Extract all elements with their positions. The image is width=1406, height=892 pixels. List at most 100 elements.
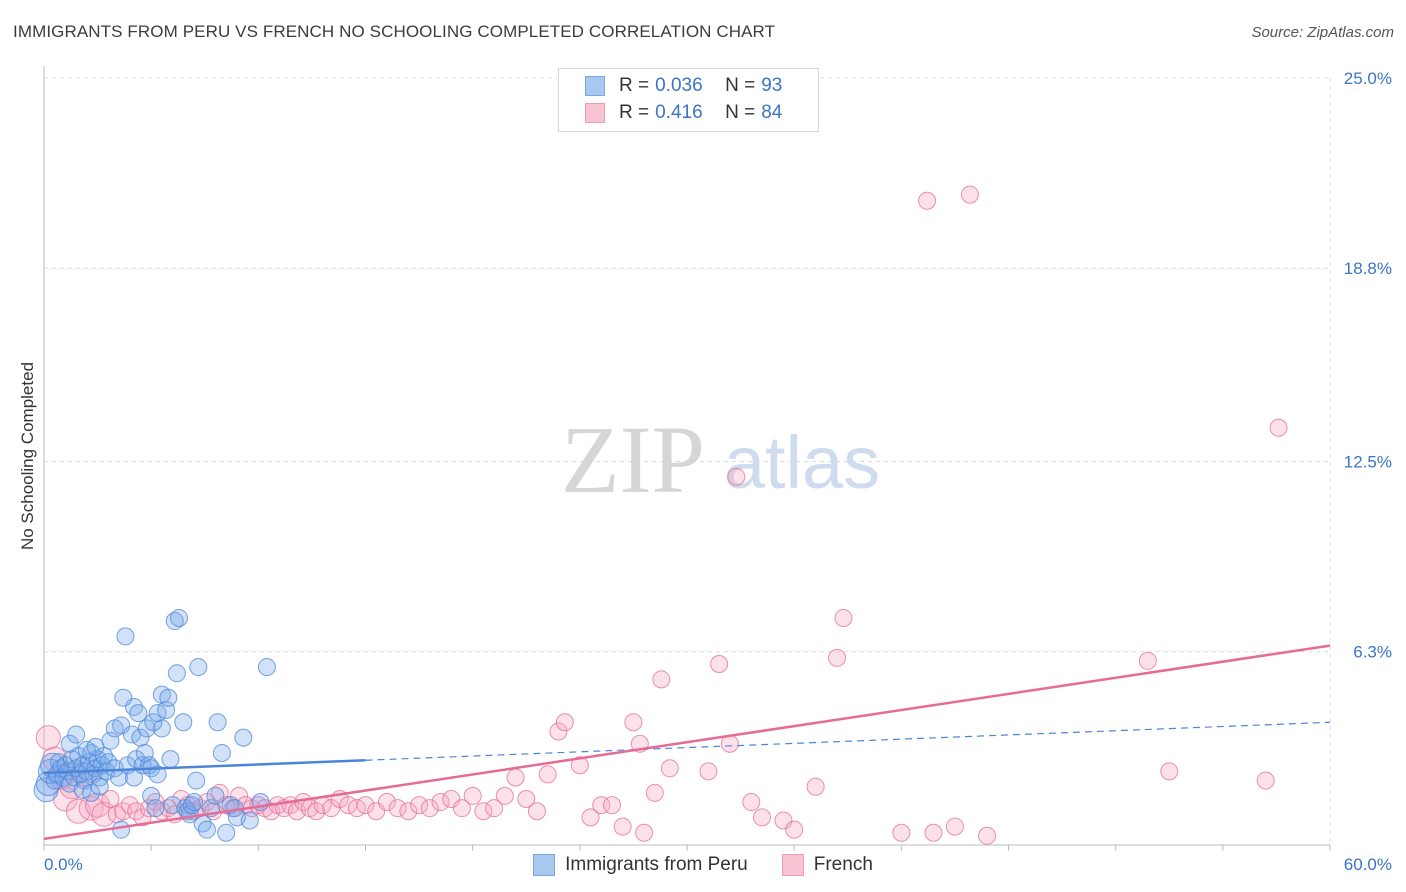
legend-item-peru[interactable]: Immigrants from Peru (533, 854, 748, 876)
data-point (91, 801, 117, 827)
legend-row-peru: R = 0.036 N = 93 (585, 73, 782, 99)
data-point (918, 191, 937, 210)
data-point (1256, 771, 1275, 790)
data-point (506, 768, 525, 787)
legend-row-french: R = 0.416 N = 84 (585, 100, 782, 126)
data-point (660, 759, 679, 778)
data-point (86, 737, 105, 756)
chart-title: IMMIGRANTS FROM PERU VS FRENCH NO SCHOOL… (13, 22, 776, 41)
legend-r-value: 0.036 (655, 75, 703, 96)
data-point (65, 798, 91, 824)
data-point (581, 808, 600, 827)
data-point (399, 802, 418, 821)
data-point (495, 786, 514, 805)
data-point (1269, 418, 1288, 437)
data-point (1138, 651, 1157, 670)
y-tick-label: 25.0% (1344, 69, 1392, 88)
data-point (133, 808, 152, 827)
legend-r-label: R = (619, 102, 650, 123)
data-point (35, 725, 61, 751)
data-point (85, 792, 111, 818)
legend-r-value: 0.416 (655, 102, 703, 123)
data-point (699, 762, 718, 781)
data-point (101, 789, 120, 808)
data-point (112, 820, 131, 839)
legend-n-value: 93 (761, 75, 783, 96)
data-point (960, 185, 979, 204)
data-point (170, 608, 189, 627)
data-point (234, 728, 253, 747)
data-point (146, 799, 165, 818)
source-label: Source: ZipAtlas.com (1251, 24, 1394, 41)
series-french (35, 185, 1288, 845)
data-point (388, 799, 407, 818)
data-point (1160, 762, 1179, 781)
data-point (182, 796, 201, 815)
legend-label-peru: Immigrants from Peru (565, 854, 748, 875)
data-point (517, 789, 536, 808)
y-tick-label: 6.3% (1353, 643, 1392, 662)
data-point (206, 786, 225, 805)
trend-line-solid (43, 758, 366, 775)
data-point (187, 771, 206, 790)
data-point (144, 713, 163, 732)
watermark-zip: ZIP (561, 406, 705, 513)
data-point (420, 799, 439, 818)
data-point (538, 765, 557, 784)
legend-swatch-peru (585, 76, 605, 96)
data-point (197, 820, 216, 839)
data-point (257, 658, 276, 677)
data-point (570, 756, 589, 775)
data-point (431, 793, 450, 812)
axes (43, 66, 1331, 851)
data-point (410, 796, 429, 815)
data-point (485, 799, 504, 818)
y-tick-label: 12.5% (1344, 453, 1392, 472)
x-tick-label: 60.0% (1344, 855, 1392, 874)
data-point (652, 670, 671, 689)
data-point (129, 704, 148, 723)
data-point (635, 823, 654, 842)
data-point (806, 777, 825, 796)
legend-label-french: French (813, 854, 873, 875)
trend-line-solid (43, 644, 1331, 841)
data-point (189, 658, 208, 677)
data-point (60, 734, 79, 753)
data-point (945, 817, 964, 836)
data-point (116, 627, 135, 646)
legend-swatch-french (781, 854, 804, 876)
data-point (452, 799, 471, 818)
data-point (924, 823, 943, 842)
data-point (785, 820, 804, 839)
data-point (592, 796, 611, 815)
data-point (710, 654, 729, 673)
data-point (67, 725, 86, 744)
legend-n-label: N = (725, 102, 756, 123)
series-legend: Immigrants from Peru French (0, 852, 1406, 878)
watermark: ZIP atlas (561, 406, 880, 513)
legend-n-label: N = (725, 75, 756, 96)
legend-swatch-french (585, 103, 605, 123)
y-axis-label: No Schooling Completed (18, 362, 37, 550)
data-point (828, 648, 847, 667)
data-point (240, 811, 259, 830)
data-point (613, 817, 632, 836)
data-point (356, 796, 375, 815)
data-point (555, 713, 574, 732)
data-point (185, 793, 204, 812)
data-point (161, 750, 180, 769)
data-point (978, 826, 997, 845)
data-point (148, 765, 167, 784)
legend-swatch-peru (533, 854, 556, 876)
data-point (174, 713, 193, 732)
trend-line-dashed (365, 721, 1331, 761)
legend-n-value: 84 (761, 102, 783, 123)
data-point (167, 664, 186, 683)
stats-legend: R = 0.036 N = 93 R = 0.416 N = 84 (558, 68, 819, 132)
legend-item-french[interactable]: French (781, 854, 873, 876)
y-tick-label: 18.8% (1344, 259, 1392, 278)
data-point (90, 777, 109, 796)
data-point (208, 713, 227, 732)
legend-r-label: R = (619, 75, 650, 96)
